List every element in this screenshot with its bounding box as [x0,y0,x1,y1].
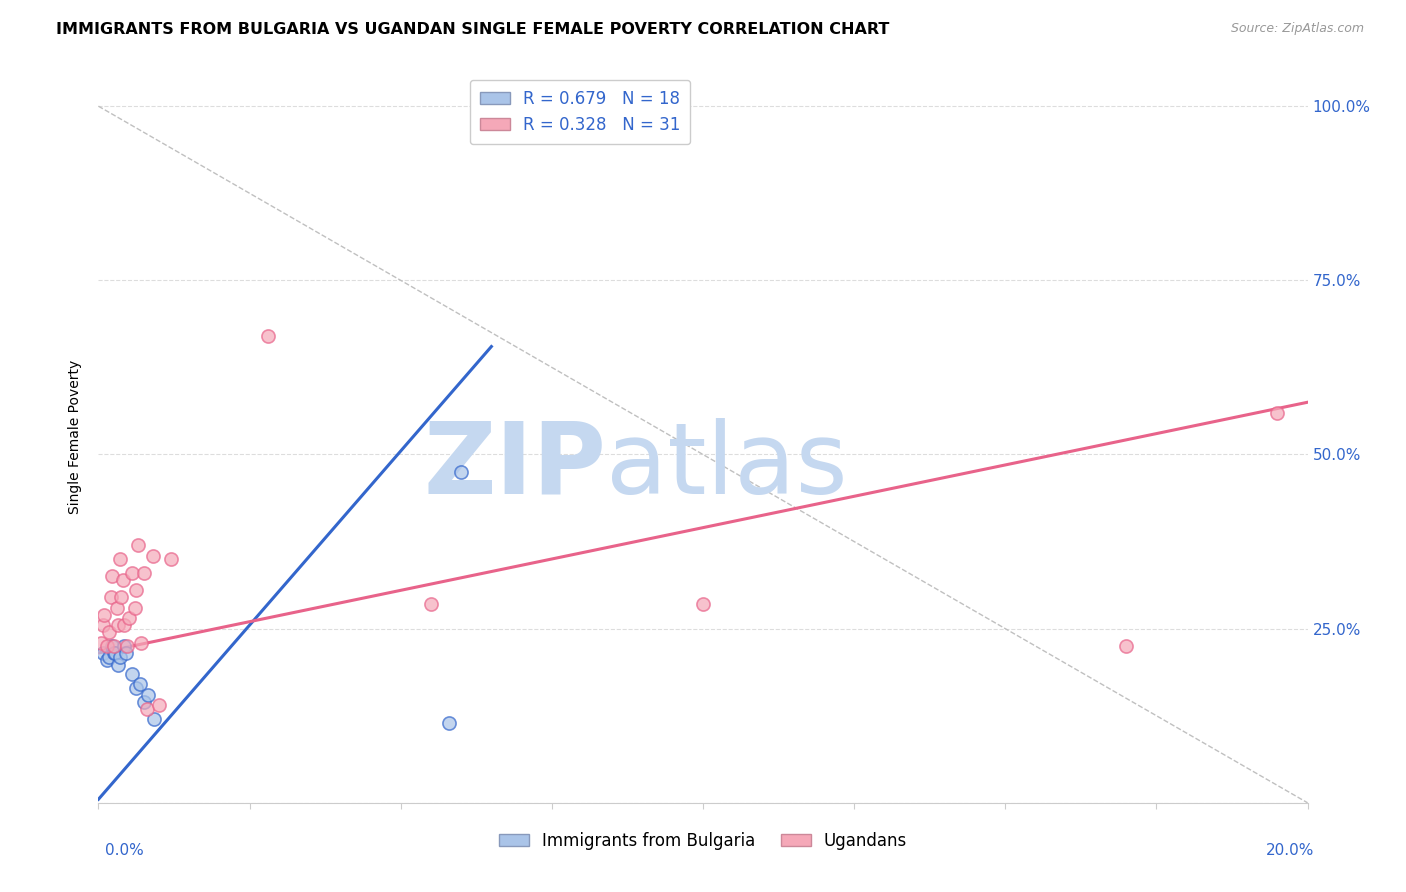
Text: 0.0%: 0.0% [105,843,145,858]
Point [108,649,131,664]
Point [142,549,165,563]
Point [93,607,115,622]
Point [132,695,155,709]
Point [143,712,166,726]
Point [125,583,148,598]
Point [420,597,443,611]
Point [91,618,114,632]
Point [148,698,170,713]
Point [118,611,141,625]
Point [124,600,146,615]
Point [98,625,121,640]
Point [90,635,112,649]
Point [121,566,143,580]
Point [104,646,127,660]
Point [125,681,148,695]
Text: IMMIGRANTS FROM BULGARIA VS UGANDAN SINGLE FEMALE POVERTY CORRELATION CHART: IMMIGRANTS FROM BULGARIA VS UGANDAN SING… [56,22,890,37]
Y-axis label: Single Female Poverty: Single Female Poverty [69,360,83,514]
Point [437,715,460,730]
Point [117,639,139,653]
Point [111,573,134,587]
Text: 20.0%: 20.0% [1267,843,1315,858]
Point [127,538,149,552]
Point [107,657,129,672]
Point [450,465,472,479]
Point [103,646,125,660]
Point [114,646,136,660]
Point [112,639,135,653]
Point [160,552,183,566]
Point [128,677,150,691]
Text: Source: ZipAtlas.com: Source: ZipAtlas.com [1230,22,1364,36]
Text: ZIP: ZIP [423,417,606,515]
Point [256,329,278,343]
Point [96,639,118,653]
Point [129,635,152,649]
Point [135,702,157,716]
Point [107,618,129,632]
Point [132,566,155,580]
Point [103,639,125,653]
Legend: Immigrants from Bulgaria, Ugandans: Immigrants from Bulgaria, Ugandans [492,825,914,856]
Text: atlas: atlas [606,417,848,515]
Point [100,639,122,653]
Point [100,569,122,583]
Point [136,688,159,702]
Point [121,667,143,681]
Point [98,649,121,664]
Point [91,646,114,660]
Point [108,552,131,566]
Point [692,597,714,611]
Point [105,600,128,615]
Point [100,591,122,605]
Point [1115,639,1137,653]
Point [1267,406,1289,420]
Point [110,591,132,605]
Point [112,618,135,632]
Point [96,653,118,667]
